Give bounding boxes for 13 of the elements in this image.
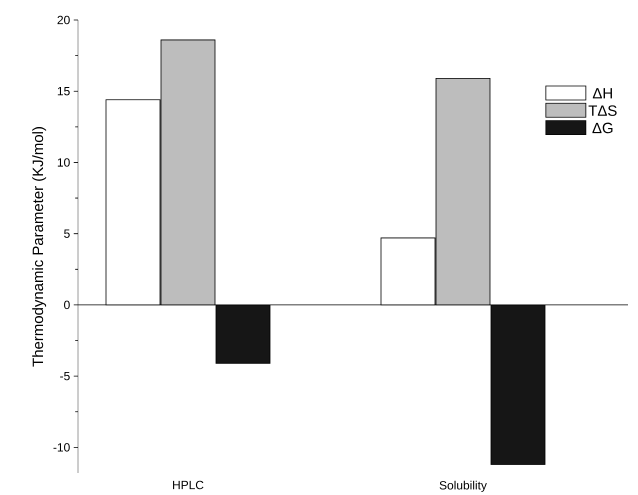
y-tick-label: 5: [64, 229, 70, 238]
y-tick-label: 15: [58, 86, 70, 96]
y-tick-label: 10: [58, 158, 70, 167]
y-tick-label: 20: [58, 16, 70, 24]
legend-label: TΔS: [588, 105, 617, 116]
y-axis-title: Thermodynamic Parameter (KJ/mol): [32, 126, 46, 366]
legend-label: ΔH: [592, 88, 612, 98]
y-tick-label: -10: [53, 443, 70, 452]
x-tick-label: HPLC: [173, 480, 204, 490]
legend-label: ΔG: [592, 122, 612, 134]
x-tick-label: Solubility: [440, 480, 487, 492]
y-tick-label: 0: [64, 300, 70, 310]
y-tick-label: -5: [60, 372, 70, 380]
